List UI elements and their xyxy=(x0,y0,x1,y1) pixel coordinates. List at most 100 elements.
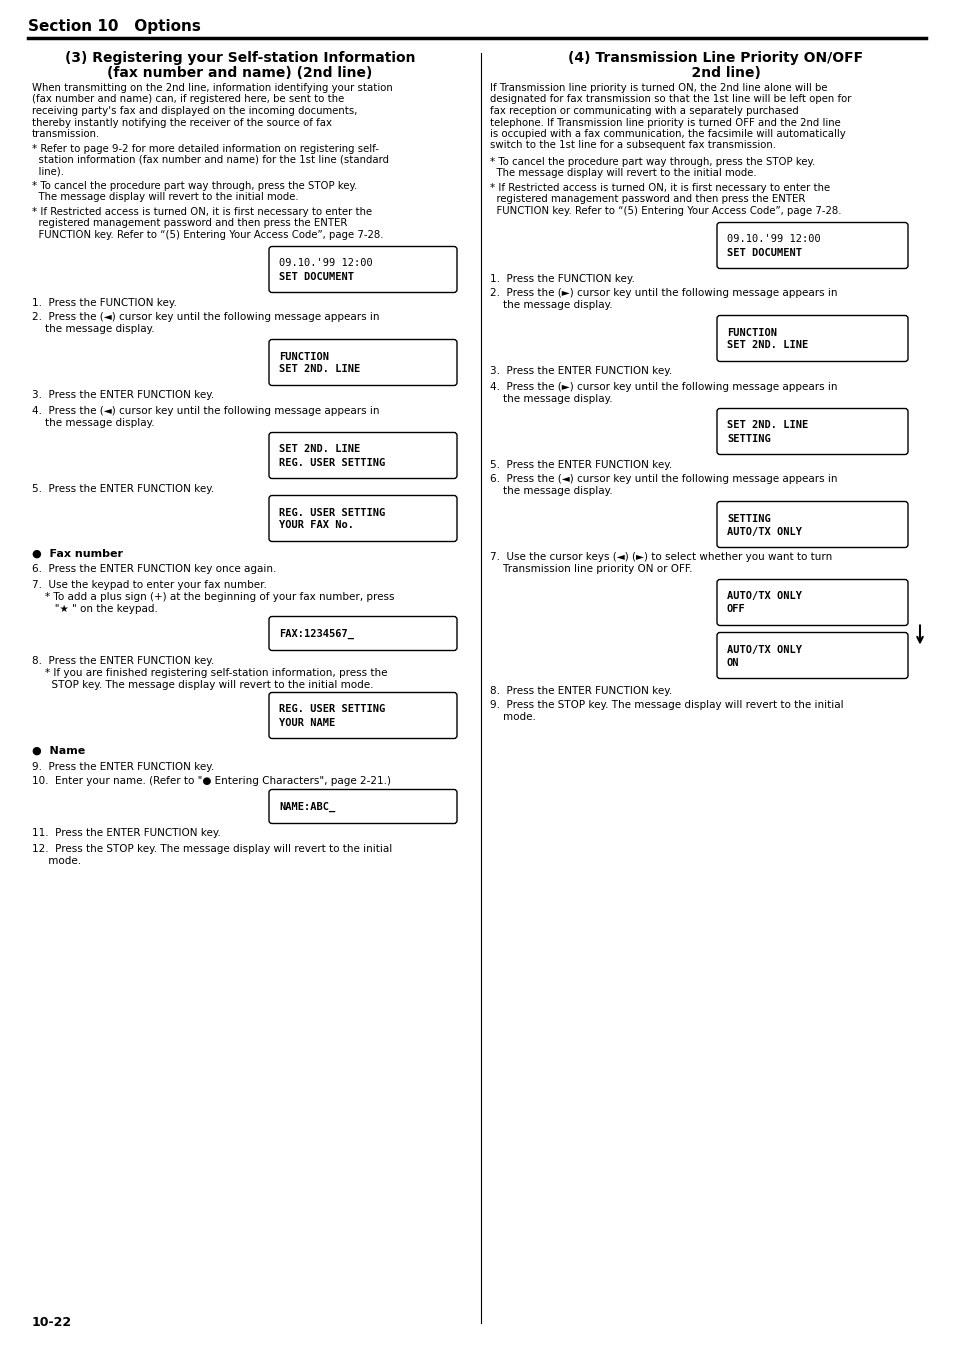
Text: SET DOCUMENT: SET DOCUMENT xyxy=(278,272,354,281)
Text: * To add a plus sign (+) at the beginning of your fax number, press: * To add a plus sign (+) at the beginnin… xyxy=(32,592,395,601)
Text: (4) Transmission Line Priority ON/OFF: (4) Transmission Line Priority ON/OFF xyxy=(568,51,862,65)
Text: FUNCTION: FUNCTION xyxy=(726,327,776,338)
Text: 7.  Use the cursor keys (◄) (►) to select whether you want to turn: 7. Use the cursor keys (◄) (►) to select… xyxy=(490,553,831,562)
Text: 3.  Press the ENTER FUNCTION key.: 3. Press the ENTER FUNCTION key. xyxy=(32,390,214,400)
Text: 4.  Press the (►) cursor key until the following message appears in: 4. Press the (►) cursor key until the fo… xyxy=(490,381,837,392)
Text: SET 2ND. LINE: SET 2ND. LINE xyxy=(726,340,807,350)
Text: YOUR NAME: YOUR NAME xyxy=(278,717,335,727)
Text: 12.  Press the STOP key. The message display will revert to the initial: 12. Press the STOP key. The message disp… xyxy=(32,843,392,854)
Text: STOP key. The message display will revert to the initial mode.: STOP key. The message display will rever… xyxy=(32,680,374,689)
Text: When transmitting on the 2nd line, information identifying your station: When transmitting on the 2nd line, infor… xyxy=(32,82,393,93)
Text: (fax number and name) (2nd line): (fax number and name) (2nd line) xyxy=(107,66,373,80)
Text: ON: ON xyxy=(726,658,739,667)
Text: ●  Fax number: ● Fax number xyxy=(32,549,123,558)
Text: is occupied with a fax communication, the facsimile will automatically: is occupied with a fax communication, th… xyxy=(490,128,845,139)
FancyBboxPatch shape xyxy=(269,789,456,824)
Text: 5.  Press the ENTER FUNCTION key.: 5. Press the ENTER FUNCTION key. xyxy=(32,484,214,493)
Text: switch to the 1st line for a subsequent fax transmission.: switch to the 1st line for a subsequent … xyxy=(490,141,775,150)
Text: station information (fax number and name) for the 1st line (standard: station information (fax number and name… xyxy=(32,155,389,165)
Text: The message display will revert to the initial mode.: The message display will revert to the i… xyxy=(490,169,756,178)
Text: OFF: OFF xyxy=(726,604,745,615)
Text: registered management password and then press the ENTER: registered management password and then … xyxy=(32,219,347,228)
Text: 10.  Enter your name. (Refer to "● Entering Characters", page 2-21.): 10. Enter your name. (Refer to "● Enteri… xyxy=(32,777,391,786)
Text: 7.  Use the keypad to enter your fax number.: 7. Use the keypad to enter your fax numb… xyxy=(32,580,267,589)
Text: AUTO/TX ONLY: AUTO/TX ONLY xyxy=(726,644,801,654)
Text: 2.  Press the (◄) cursor key until the following message appears in: 2. Press the (◄) cursor key until the fo… xyxy=(32,312,379,323)
Text: 10-22: 10-22 xyxy=(32,1316,72,1329)
Text: Transmission line priority ON or OFF.: Transmission line priority ON or OFF. xyxy=(490,565,692,574)
Text: 5.  Press the ENTER FUNCTION key.: 5. Press the ENTER FUNCTION key. xyxy=(490,459,672,470)
Text: REG. USER SETTING: REG. USER SETTING xyxy=(278,508,385,517)
FancyBboxPatch shape xyxy=(717,223,907,269)
Text: NAME:ABC_: NAME:ABC_ xyxy=(278,801,335,812)
Text: SETTING: SETTING xyxy=(726,513,770,523)
FancyBboxPatch shape xyxy=(269,616,456,650)
Text: 09.10.'99 12:00: 09.10.'99 12:00 xyxy=(726,235,820,245)
Text: 09.10.'99 12:00: 09.10.'99 12:00 xyxy=(278,258,373,269)
FancyBboxPatch shape xyxy=(717,408,907,454)
Text: mode.: mode. xyxy=(490,712,536,723)
Text: If Transmission line priority is turned ON, the 2nd line alone will be: If Transmission line priority is turned … xyxy=(490,82,826,93)
Text: 1.  Press the FUNCTION key.: 1. Press the FUNCTION key. xyxy=(32,297,176,308)
Text: Section 10   Options: Section 10 Options xyxy=(28,19,201,34)
Text: FUNCTION key. Refer to “(5) Entering Your Access Code”, page 7-28.: FUNCTION key. Refer to “(5) Entering You… xyxy=(490,205,841,216)
Text: SET 2ND. LINE: SET 2ND. LINE xyxy=(278,365,360,374)
Text: 4.  Press the (◄) cursor key until the following message appears in: 4. Press the (◄) cursor key until the fo… xyxy=(32,405,379,416)
FancyBboxPatch shape xyxy=(717,632,907,678)
Text: 8.  Press the ENTER FUNCTION key.: 8. Press the ENTER FUNCTION key. xyxy=(490,685,672,696)
Text: SET 2ND. LINE: SET 2ND. LINE xyxy=(278,444,360,454)
Text: SET DOCUMENT: SET DOCUMENT xyxy=(726,247,801,258)
Text: registered management password and then press the ENTER: registered management password and then … xyxy=(490,195,804,204)
Text: the message display.: the message display. xyxy=(32,324,154,335)
FancyBboxPatch shape xyxy=(269,339,456,385)
Text: SETTING: SETTING xyxy=(726,434,770,443)
Text: The message display will revert to the initial mode.: The message display will revert to the i… xyxy=(32,192,298,203)
Text: * To cancel the procedure part way through, press the STOP key.: * To cancel the procedure part way throu… xyxy=(32,181,356,190)
Text: ●  Name: ● Name xyxy=(32,746,85,755)
Text: receiving party's fax and displayed on the incoming documents,: receiving party's fax and displayed on t… xyxy=(32,105,357,116)
FancyBboxPatch shape xyxy=(269,246,456,293)
Text: telephone. If Transmission line priority is turned OFF and the 2nd line: telephone. If Transmission line priority… xyxy=(490,118,840,127)
Text: 2nd line): 2nd line) xyxy=(671,66,760,80)
Text: (fax number and name) can, if registered here, be sent to the: (fax number and name) can, if registered… xyxy=(32,95,344,104)
FancyBboxPatch shape xyxy=(269,432,456,478)
Text: (3) Registering your Self-station Information: (3) Registering your Self-station Inform… xyxy=(65,51,415,65)
Text: thereby instantly notifying the receiver of the source of fax: thereby instantly notifying the receiver… xyxy=(32,118,332,127)
FancyBboxPatch shape xyxy=(717,501,907,547)
Text: the message display.: the message display. xyxy=(32,417,154,427)
Text: 6.  Press the (◄) cursor key until the following message appears in: 6. Press the (◄) cursor key until the fo… xyxy=(490,474,837,485)
Text: 3.  Press the ENTER FUNCTION key.: 3. Press the ENTER FUNCTION key. xyxy=(490,366,672,377)
Text: 11.  Press the ENTER FUNCTION key.: 11. Press the ENTER FUNCTION key. xyxy=(32,828,221,839)
Text: FUNCTION: FUNCTION xyxy=(278,351,329,362)
Text: 9.  Press the STOP key. The message display will revert to the initial: 9. Press the STOP key. The message displ… xyxy=(490,701,842,711)
Text: FUNCTION key. Refer to “(5) Entering Your Access Code”, page 7-28.: FUNCTION key. Refer to “(5) Entering You… xyxy=(32,230,383,240)
Text: * Refer to page 9-2 for more detailed information on registering self-: * Refer to page 9-2 for more detailed in… xyxy=(32,143,378,154)
Text: line).: line). xyxy=(32,166,64,177)
Text: REG. USER SETTING: REG. USER SETTING xyxy=(278,704,385,715)
Text: FAX:1234567_: FAX:1234567_ xyxy=(278,628,354,639)
Text: * If you are finished registering self-station information, press the: * If you are finished registering self-s… xyxy=(32,667,387,677)
Text: YOUR FAX No.: YOUR FAX No. xyxy=(278,520,354,531)
Text: 6.  Press the ENTER FUNCTION key once again.: 6. Press the ENTER FUNCTION key once aga… xyxy=(32,565,276,574)
Text: the message display.: the message display. xyxy=(490,486,612,497)
Text: designated for fax transmission so that the 1st line will be left open for: designated for fax transmission so that … xyxy=(490,95,850,104)
Text: REG. USER SETTING: REG. USER SETTING xyxy=(278,458,385,467)
Text: the message display.: the message display. xyxy=(490,393,612,404)
Text: * If Restricted access is turned ON, it is first necessary to enter the: * If Restricted access is turned ON, it … xyxy=(32,207,372,218)
Text: transmission.: transmission. xyxy=(32,128,100,139)
FancyBboxPatch shape xyxy=(717,580,907,626)
Text: SET 2ND. LINE: SET 2ND. LINE xyxy=(726,420,807,431)
Text: fax reception or communicating with a separately purchased: fax reception or communicating with a se… xyxy=(490,105,798,116)
Text: * To cancel the procedure part way through, press the STOP key.: * To cancel the procedure part way throu… xyxy=(490,157,815,168)
Text: "★ " on the keypad.: "★ " on the keypad. xyxy=(32,604,157,613)
Text: 2.  Press the (►) cursor key until the following message appears in: 2. Press the (►) cursor key until the fo… xyxy=(490,289,837,299)
Text: AUTO/TX ONLY: AUTO/TX ONLY xyxy=(726,527,801,536)
Text: mode.: mode. xyxy=(32,855,81,866)
Text: 8.  Press the ENTER FUNCTION key.: 8. Press the ENTER FUNCTION key. xyxy=(32,655,214,666)
Text: 1.  Press the FUNCTION key.: 1. Press the FUNCTION key. xyxy=(490,273,634,284)
Text: AUTO/TX ONLY: AUTO/TX ONLY xyxy=(726,592,801,601)
FancyBboxPatch shape xyxy=(717,316,907,362)
Text: the message display.: the message display. xyxy=(490,300,612,311)
FancyBboxPatch shape xyxy=(269,693,456,739)
FancyBboxPatch shape xyxy=(269,496,456,542)
